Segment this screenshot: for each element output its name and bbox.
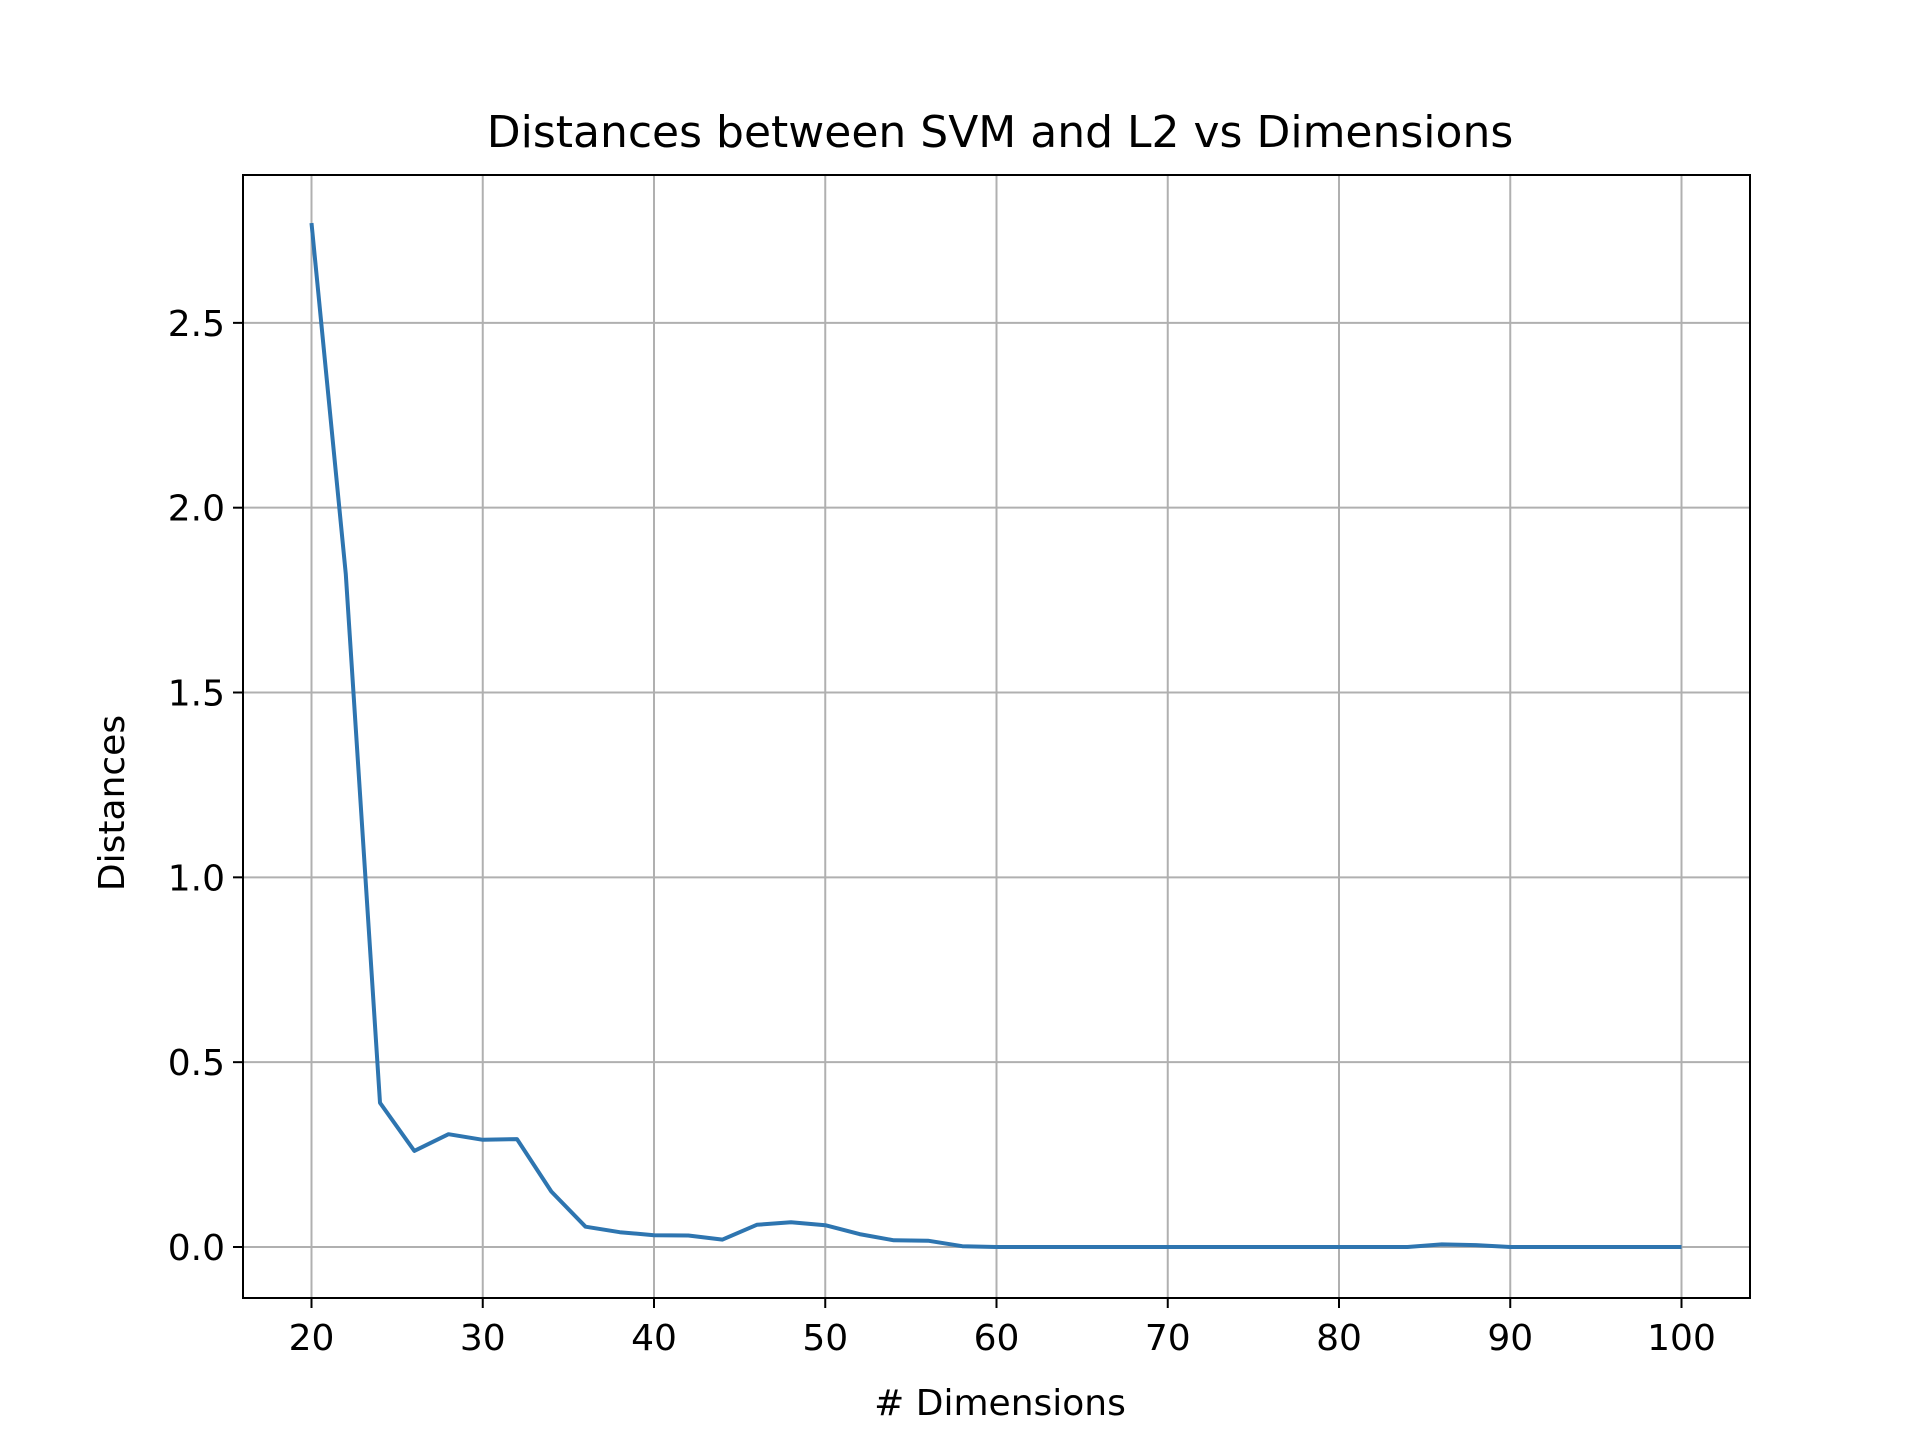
x-tick-label: 60 (974, 1318, 1020, 1359)
y-tick-label: 2.5 (168, 304, 225, 345)
x-tick-label: 80 (1316, 1318, 1362, 1359)
x-tick-label: 30 (460, 1318, 506, 1359)
grid-lines (243, 175, 1750, 1298)
x-tick-label: 90 (1487, 1318, 1533, 1359)
x-axis-label: # Dimensions (874, 1383, 1126, 1424)
y-axis-label: Distances (92, 715, 133, 891)
y-tick-label: 2.0 (168, 489, 225, 530)
y-tick-label: 1.0 (168, 858, 225, 899)
chart-title: Distances between SVM and L2 vs Dimensio… (487, 107, 1514, 158)
y-tick-label: 1.5 (168, 674, 225, 715)
y-tick-label: 0.5 (168, 1043, 225, 1084)
x-tick-label: 20 (289, 1318, 335, 1359)
x-tick-label: 100 (1647, 1318, 1716, 1359)
y-axis-ticks: 0.0 0.5 1.0 1.5 2.0 2.5 (168, 304, 243, 1269)
x-tick-label: 70 (1145, 1318, 1191, 1359)
x-tick-label: 50 (802, 1318, 848, 1359)
y-tick-label: 0.0 (168, 1228, 225, 1269)
x-tick-label: 40 (631, 1318, 677, 1359)
x-axis-ticks: 20 30 40 50 60 70 80 90 100 (289, 1298, 1716, 1359)
data-series (309, 222, 1682, 1249)
series-line (309, 222, 1682, 1249)
